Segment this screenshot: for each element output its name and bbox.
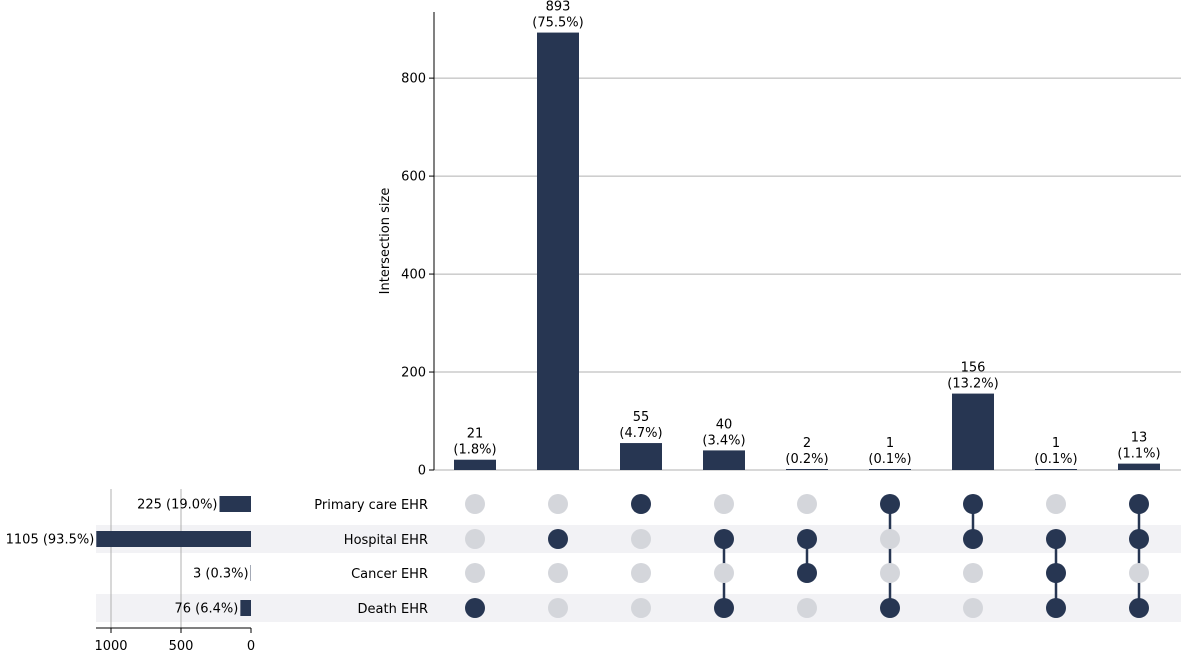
y-tick-label: 800 [401,72,426,87]
matrix-dot-active [1046,529,1066,549]
set-name-label: Primary care EHR [314,498,428,513]
matrix-dot-active [465,598,485,618]
matrix-dot-active [880,598,900,618]
intersection-bar [1118,463,1160,470]
matrix-dot-inactive [963,598,983,618]
bar-count-label: 1 [1052,436,1060,451]
matrix-dot-inactive [465,563,485,583]
matrix-dot-active [963,529,983,549]
set-size-label: 225 (19.0%) [137,498,217,513]
intersection-bar [869,469,911,470]
matrix-dot-inactive [797,494,817,514]
matrix-dot-active [797,563,817,583]
intersection-bar [620,443,662,470]
bar-percent-label: (75.5%) [532,16,583,31]
set-size-bar [219,496,251,512]
set-name-label: Cancer EHR [351,567,428,582]
matrix-dot-active [714,598,734,618]
bar-percent-label: (0.2%) [785,452,828,467]
matrix-dot-active [548,529,568,549]
matrix-dot-inactive [797,598,817,618]
intersection-y-axis: 0 200 400 600 800 [401,12,435,479]
y-axis-label: Intersection size [378,188,393,295]
y-tick-label: 200 [401,366,426,381]
set-size-label: 1105 (93.5%) [6,533,95,548]
matrix-dot-inactive [880,529,900,549]
matrix-dot-inactive [714,494,734,514]
set-name-labels: Primary care EHR Hospital EHR Cancer EHR De… [314,498,428,617]
matrix-dot-active [714,529,734,549]
matrix-dot-inactive [1129,563,1149,583]
matrix-dot-inactive [631,563,651,583]
matrix-dot-inactive [631,598,651,618]
matrix-dot-active [880,494,900,514]
intersection-bar [786,469,828,470]
set-size-tick-label: 0 [247,639,255,652]
matrix-dot-active [797,529,817,549]
set-name-label: Hospital EHR [344,533,428,548]
y-tick-label: 600 [401,170,426,185]
set-size-bar [240,600,251,616]
bar-count-label: 156 [961,361,986,376]
bar-count-label: 1 [886,436,894,451]
set-size-label: 3 (0.3%) [193,567,249,582]
bar-count-label: 21 [467,427,484,442]
matrix-dot-active [1129,494,1149,514]
bar-count-label: 55 [633,410,650,425]
matrix-dot-inactive [465,494,485,514]
bar-percent-label: (0.1%) [1034,452,1077,467]
bar-count-label: 2 [803,436,811,451]
set-size-tick-label: 1000 [94,639,127,652]
intersection-bars [454,32,1160,470]
y-tick-label: 0 [418,464,426,479]
intersection-bar-labels: 21(1.8%) 893(75.5%) 55(4.7%) 40(3.4%) 2(0.2%… [453,0,1160,467]
matrix-dot-active [1129,529,1149,549]
bar-percent-label: (3.4%) [702,433,745,448]
intersection-matrix [465,494,1149,618]
matrix-dot-active [631,494,651,514]
set-size-bar [96,531,251,547]
set-size-tick-label: 500 [169,639,194,652]
matrix-dot-inactive [548,598,568,618]
matrix-dot-active [1129,598,1149,618]
set-size-label: 76 (6.4%) [175,602,239,617]
intersection-bar [1035,469,1077,470]
bar-percent-label: (1.8%) [453,443,496,458]
bar-percent-label: (0.1%) [868,452,911,467]
intersection-bar [454,459,496,470]
y-tick-label: 400 [401,268,426,283]
matrix-dot-active [1046,563,1066,583]
matrix-dot-inactive [631,529,651,549]
matrix-dot-inactive [963,563,983,583]
matrix-dot-inactive [548,563,568,583]
matrix-dot-active [963,494,983,514]
bar-percent-label: (1.1%) [1117,447,1160,462]
matrix-dot-inactive [1046,494,1066,514]
bar-count-label: 13 [1131,431,1148,446]
matrix-dot-inactive [880,563,900,583]
matrix-dot-inactive [548,494,568,514]
matrix-dot-active [1046,598,1066,618]
bar-count-label: 40 [716,417,733,432]
bar-count-label: 893 [546,0,571,15]
intersection-bar [703,450,745,470]
bar-percent-label: (4.7%) [619,426,662,441]
matrix-dot-inactive [714,563,734,583]
matrix-dot-inactive [465,529,485,549]
intersection-bar [537,32,579,470]
intersection-bar [952,393,994,470]
bar-percent-label: (13.2%) [947,377,998,392]
set-name-label: Death EHR [358,602,428,617]
set-size-panel: 1000 500 0 225 (19.0%) 1105 (93.5%) 3 (0.3%) 7… [6,489,255,652]
